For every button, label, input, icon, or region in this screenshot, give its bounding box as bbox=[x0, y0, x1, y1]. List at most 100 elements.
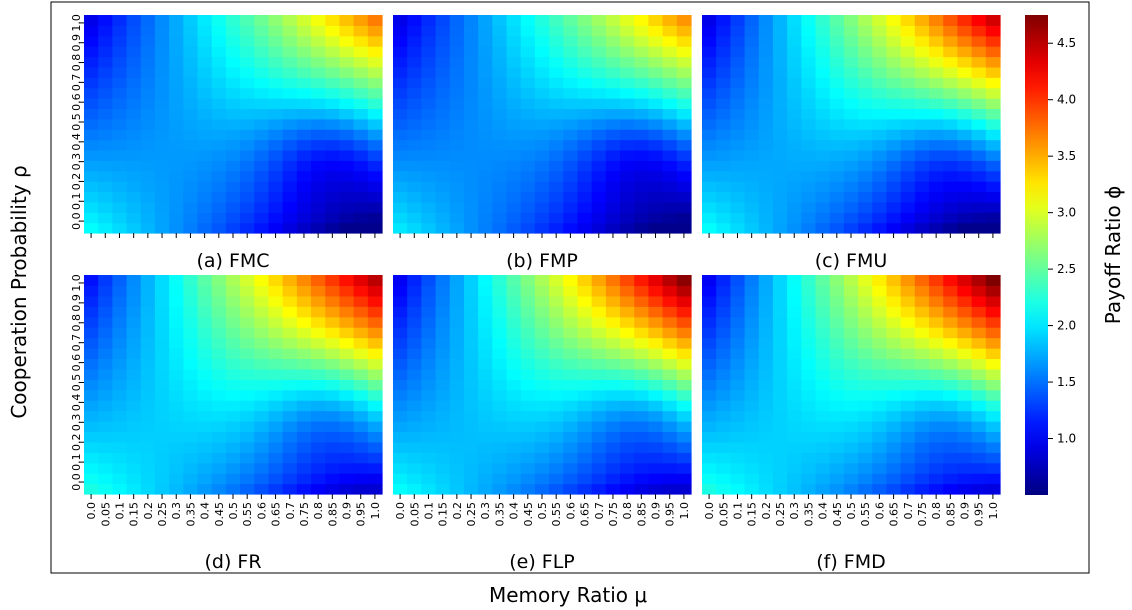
heatmap-cell bbox=[126, 337, 142, 349]
heatmap-cells-b bbox=[393, 15, 692, 234]
heatmap-cell bbox=[169, 170, 184, 182]
heatmap-cell bbox=[282, 348, 298, 360]
heatmap-cell bbox=[169, 368, 184, 380]
heatmap-cell bbox=[407, 483, 422, 495]
heatmap-cell bbox=[985, 327, 1001, 339]
heatmap-cell bbox=[296, 327, 312, 339]
heatmap-cell bbox=[296, 170, 312, 182]
heatmap-cell bbox=[435, 77, 451, 89]
heatmap-cell bbox=[435, 118, 451, 130]
heatmap-cell bbox=[254, 285, 270, 297]
heatmap-cell bbox=[84, 379, 99, 391]
x-tick-label: 0.1 bbox=[731, 502, 744, 520]
heatmap-cell bbox=[478, 285, 493, 297]
heatmap-cell bbox=[957, 348, 973, 360]
heatmap-cell bbox=[367, 337, 383, 349]
heatmap-cell bbox=[943, 77, 959, 89]
heatmap-cell bbox=[843, 306, 859, 318]
heatmap-cell bbox=[914, 452, 930, 464]
heatmap-cell bbox=[872, 379, 888, 391]
heatmap-cell bbox=[648, 275, 664, 287]
heatmap-cell bbox=[676, 358, 692, 370]
heatmap-cell bbox=[787, 462, 802, 474]
heatmap-cell bbox=[407, 358, 422, 370]
heatmap-cell bbox=[84, 348, 99, 360]
heatmap-cell bbox=[296, 212, 312, 224]
y-tick-label: 0.2 bbox=[70, 173, 83, 191]
heatmap-cell bbox=[296, 441, 312, 453]
heatmap-cell bbox=[858, 129, 873, 141]
heatmap-cell bbox=[197, 160, 213, 172]
heatmap-cell bbox=[716, 306, 731, 318]
heatmap-cell bbox=[183, 181, 199, 193]
heatmap-cell bbox=[985, 358, 1001, 370]
heatmap-cell bbox=[197, 15, 213, 26]
x-tick-label: 0.35 bbox=[493, 502, 506, 527]
heatmap-cell bbox=[126, 358, 142, 370]
heatmap-cell bbox=[730, 379, 746, 391]
heatmap-cell bbox=[169, 222, 184, 234]
heatmap-cell bbox=[676, 316, 692, 328]
heatmap-cell bbox=[900, 212, 916, 224]
heatmap-cell bbox=[463, 160, 479, 172]
heatmap-cell bbox=[943, 170, 959, 182]
heatmap-cell bbox=[702, 170, 717, 182]
heatmap-cell bbox=[563, 46, 579, 58]
heatmap-cell bbox=[971, 77, 987, 89]
heatmap-cell bbox=[268, 35, 284, 47]
heatmap-cell bbox=[985, 222, 1001, 234]
heatmap-cell bbox=[744, 483, 760, 495]
heatmap-cell bbox=[549, 77, 564, 89]
heatmap-cell bbox=[183, 77, 199, 89]
heatmap-cell bbox=[112, 452, 128, 464]
heatmap-cell bbox=[563, 35, 579, 47]
heatmap-cell bbox=[296, 46, 312, 58]
heatmap-cell bbox=[98, 462, 113, 474]
heatmap-cell bbox=[787, 87, 802, 99]
heatmap-cell bbox=[225, 441, 241, 453]
heatmap-cell bbox=[534, 316, 550, 328]
heatmap-cell bbox=[829, 46, 845, 58]
heatmap-cell bbox=[605, 327, 621, 339]
heatmap-cell bbox=[268, 306, 284, 318]
heatmap-cell bbox=[648, 285, 664, 297]
heatmap-cell bbox=[886, 368, 902, 380]
heatmap-cell bbox=[449, 410, 465, 422]
heatmap-cell bbox=[943, 275, 959, 287]
heatmap-cell bbox=[929, 327, 944, 339]
heatmap-cell bbox=[676, 212, 692, 224]
heatmap-cell bbox=[730, 46, 746, 58]
heatmap-cell bbox=[98, 379, 113, 391]
heatmap-cell bbox=[393, 337, 408, 349]
heatmap-cell bbox=[900, 421, 916, 433]
x-tick-label: 0.3 bbox=[479, 502, 492, 520]
heatmap-cell bbox=[620, 379, 635, 391]
heatmap-cell bbox=[730, 400, 746, 412]
heatmap-cell bbox=[957, 108, 973, 120]
heatmap-cell bbox=[801, 191, 817, 203]
heatmap-cell bbox=[311, 108, 326, 120]
heatmap-cell bbox=[872, 149, 888, 161]
heatmap-cell bbox=[84, 66, 99, 78]
heatmap-cell bbox=[620, 87, 635, 99]
heatmap-cell bbox=[225, 129, 241, 141]
heatmap-cell bbox=[815, 46, 831, 58]
heatmap-cell bbox=[183, 129, 199, 141]
heatmap-cell bbox=[311, 170, 326, 182]
heatmap-cell bbox=[169, 295, 184, 307]
heatmap-cell bbox=[353, 400, 369, 412]
heatmap-cell bbox=[886, 316, 902, 328]
heatmap-cell bbox=[463, 400, 479, 412]
heatmap-cell bbox=[730, 431, 746, 443]
heatmap-cell bbox=[367, 201, 383, 213]
heatmap-cell bbox=[183, 25, 199, 37]
heatmap-cell bbox=[240, 327, 255, 339]
heatmap-cell bbox=[282, 327, 298, 339]
heatmap-cell bbox=[534, 483, 550, 495]
heatmap-cell bbox=[183, 66, 199, 78]
heatmap-cell bbox=[843, 149, 859, 161]
heatmap-cell bbox=[758, 389, 774, 401]
heatmap-cell bbox=[801, 275, 817, 287]
heatmap-cell bbox=[311, 348, 326, 360]
heatmap-cell bbox=[943, 473, 959, 485]
